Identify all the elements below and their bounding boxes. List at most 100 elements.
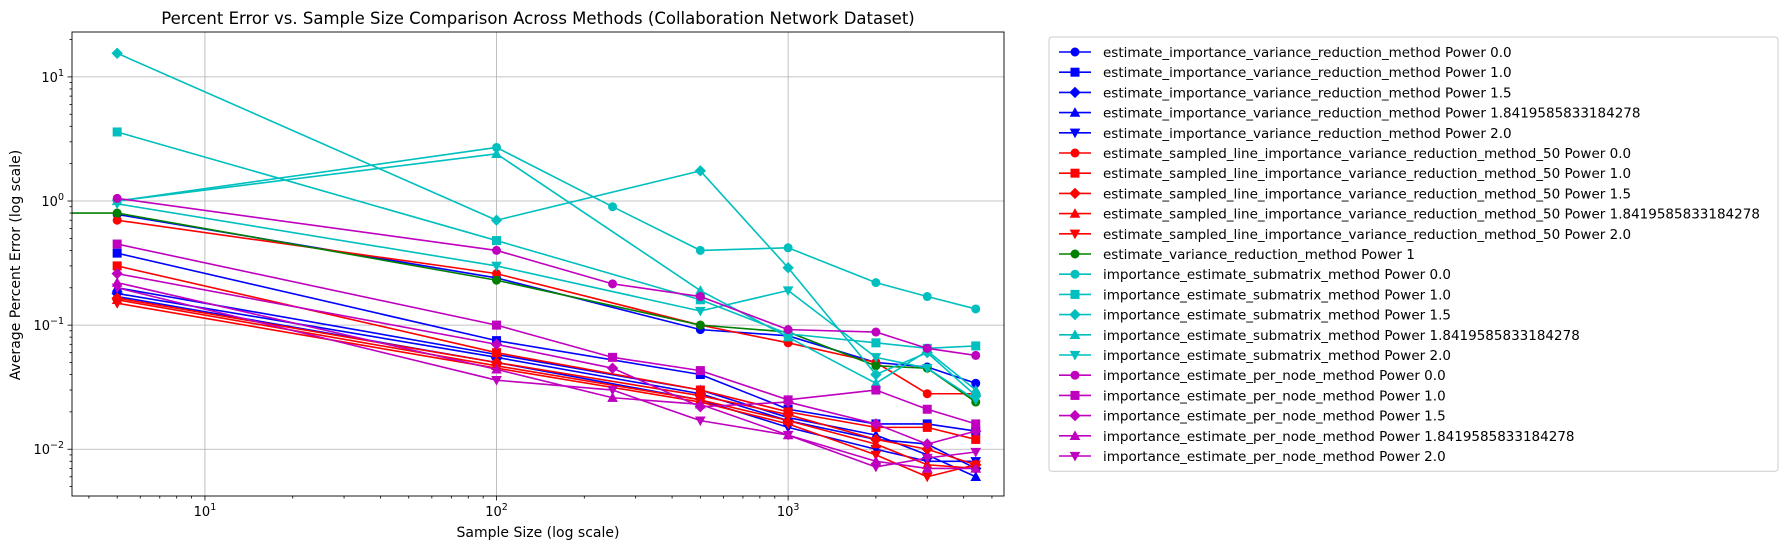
legend-marker <box>1070 67 1080 77</box>
data-point <box>970 471 982 481</box>
legend-marker <box>1069 409 1081 422</box>
legend-box <box>1048 36 1779 472</box>
data-point <box>111 47 123 59</box>
data-point <box>871 327 881 337</box>
chart-title: Percent Error vs. Sample Size Comparison… <box>161 9 915 28</box>
data-point <box>695 320 705 330</box>
legend-label: estimate_sampled_line_importance_varianc… <box>1103 186 1631 202</box>
data-point <box>922 422 932 432</box>
legend-item: estimate_importance_variance_reduction_m… <box>1059 126 1512 142</box>
legend-marker <box>1069 329 1081 339</box>
data-point <box>491 363 502 374</box>
legend: estimate_importance_variance_reduction_m… <box>1048 36 1779 472</box>
data-point <box>970 447 982 458</box>
legend-label: importance_estimate_submatrix_method Pow… <box>1103 348 1451 364</box>
legend-marker <box>1070 168 1080 178</box>
legend-marker <box>1069 187 1081 200</box>
data-point <box>971 304 981 314</box>
legend-label: estimate_importance_variance_reduction_m… <box>1103 45 1512 61</box>
legend-item: estimate_sampled_line_importance_varianc… <box>1059 166 1631 182</box>
legend-label: importance_estimate_submatrix_method Pow… <box>1103 287 1451 303</box>
series-21 <box>111 283 982 473</box>
data-point <box>695 398 706 409</box>
data-point <box>922 404 932 414</box>
data-point <box>870 450 882 461</box>
data-point <box>921 463 933 473</box>
data-point <box>921 453 933 464</box>
data-point <box>112 239 122 249</box>
data-point <box>870 438 882 449</box>
data-point <box>783 243 793 253</box>
series-18 <box>112 239 981 429</box>
data-point <box>112 248 122 258</box>
legend-marker <box>1070 390 1080 400</box>
data-point <box>871 338 881 348</box>
data-point <box>871 385 881 395</box>
legend-marker <box>1070 47 1080 57</box>
data-point <box>112 193 122 203</box>
legend-marker <box>1069 208 1081 218</box>
data-point <box>782 262 794 274</box>
series-line <box>116 281 976 470</box>
data-point <box>871 278 881 288</box>
series-line <box>116 286 976 468</box>
data-point <box>782 331 794 342</box>
series-17 <box>112 193 981 360</box>
legend-marker <box>1069 451 1081 462</box>
legend-item: importance_estimate_per_node_method Powe… <box>1059 368 1446 384</box>
legend-marker <box>1069 350 1081 361</box>
legend-label: estimate_importance_variance_reduction_m… <box>1103 65 1512 81</box>
legend-label: importance_estimate_submatrix_method Pow… <box>1103 328 1580 344</box>
data-point <box>970 425 982 437</box>
plot-frame <box>71 31 1005 497</box>
data-point <box>921 438 933 450</box>
data-point <box>782 430 794 441</box>
data-point <box>922 292 932 302</box>
legend-label: estimate_importance_variance_reduction_m… <box>1103 126 1512 142</box>
legend-item: estimate_importance_variance_reduction_m… <box>1059 106 1640 122</box>
legend-item: importance_estimate_per_node_method Powe… <box>1059 449 1446 465</box>
data-point <box>782 286 794 296</box>
data-point <box>608 279 618 289</box>
y-axis-label: Average Percent Error (log scale) <box>8 150 24 380</box>
data-point <box>492 320 502 330</box>
legend-marker <box>1070 370 1080 380</box>
legend-label: importance_estimate_per_node_method Powe… <box>1103 429 1575 445</box>
legend-item: importance_estimate_submatrix_method Pow… <box>1059 328 1580 344</box>
data-point <box>606 362 619 374</box>
legend-item: importance_estimate_per_node_method Powe… <box>1059 429 1575 445</box>
data-point <box>490 214 503 226</box>
data-point <box>695 245 705 255</box>
data-point <box>971 350 981 360</box>
data-point <box>492 275 502 285</box>
data-point <box>870 418 882 430</box>
data-point <box>694 165 707 177</box>
data-point <box>491 148 502 158</box>
legend-label: estimate_variance_reduction_method Power… <box>1103 247 1415 263</box>
data-point <box>490 338 503 351</box>
data-point <box>870 353 882 363</box>
data-point <box>922 343 932 353</box>
legend-marker <box>1069 128 1081 139</box>
legend-marker <box>1069 107 1081 117</box>
legend-label: importance_estimate_submatrix_method Pow… <box>1103 308 1451 324</box>
data-point <box>782 419 794 430</box>
legend-label: estimate_sampled_line_importance_varianc… <box>1103 227 1631 243</box>
data-point <box>970 395 982 406</box>
legend-item: importance_estimate_per_node_method Powe… <box>1059 409 1446 425</box>
data-point <box>870 462 882 473</box>
legend-marker <box>1069 430 1081 440</box>
data-point <box>492 236 502 246</box>
legend-item: importance_estimate_submatrix_method Pow… <box>1059 348 1451 364</box>
data-point <box>695 416 706 427</box>
data-point <box>783 325 793 335</box>
legend-item: importance_estimate_submatrix_method Pow… <box>1059 267 1451 283</box>
legend-item: importance_estimate_submatrix_method Pow… <box>1059 287 1451 303</box>
series-layer <box>72 47 982 483</box>
legend-item: estimate_sampled_line_importance_varianc… <box>1059 207 1760 223</box>
legend-item: estimate_variance_reduction_method Power… <box>1059 247 1415 263</box>
legend-label: importance_estimate_submatrix_method Pow… <box>1103 267 1451 283</box>
